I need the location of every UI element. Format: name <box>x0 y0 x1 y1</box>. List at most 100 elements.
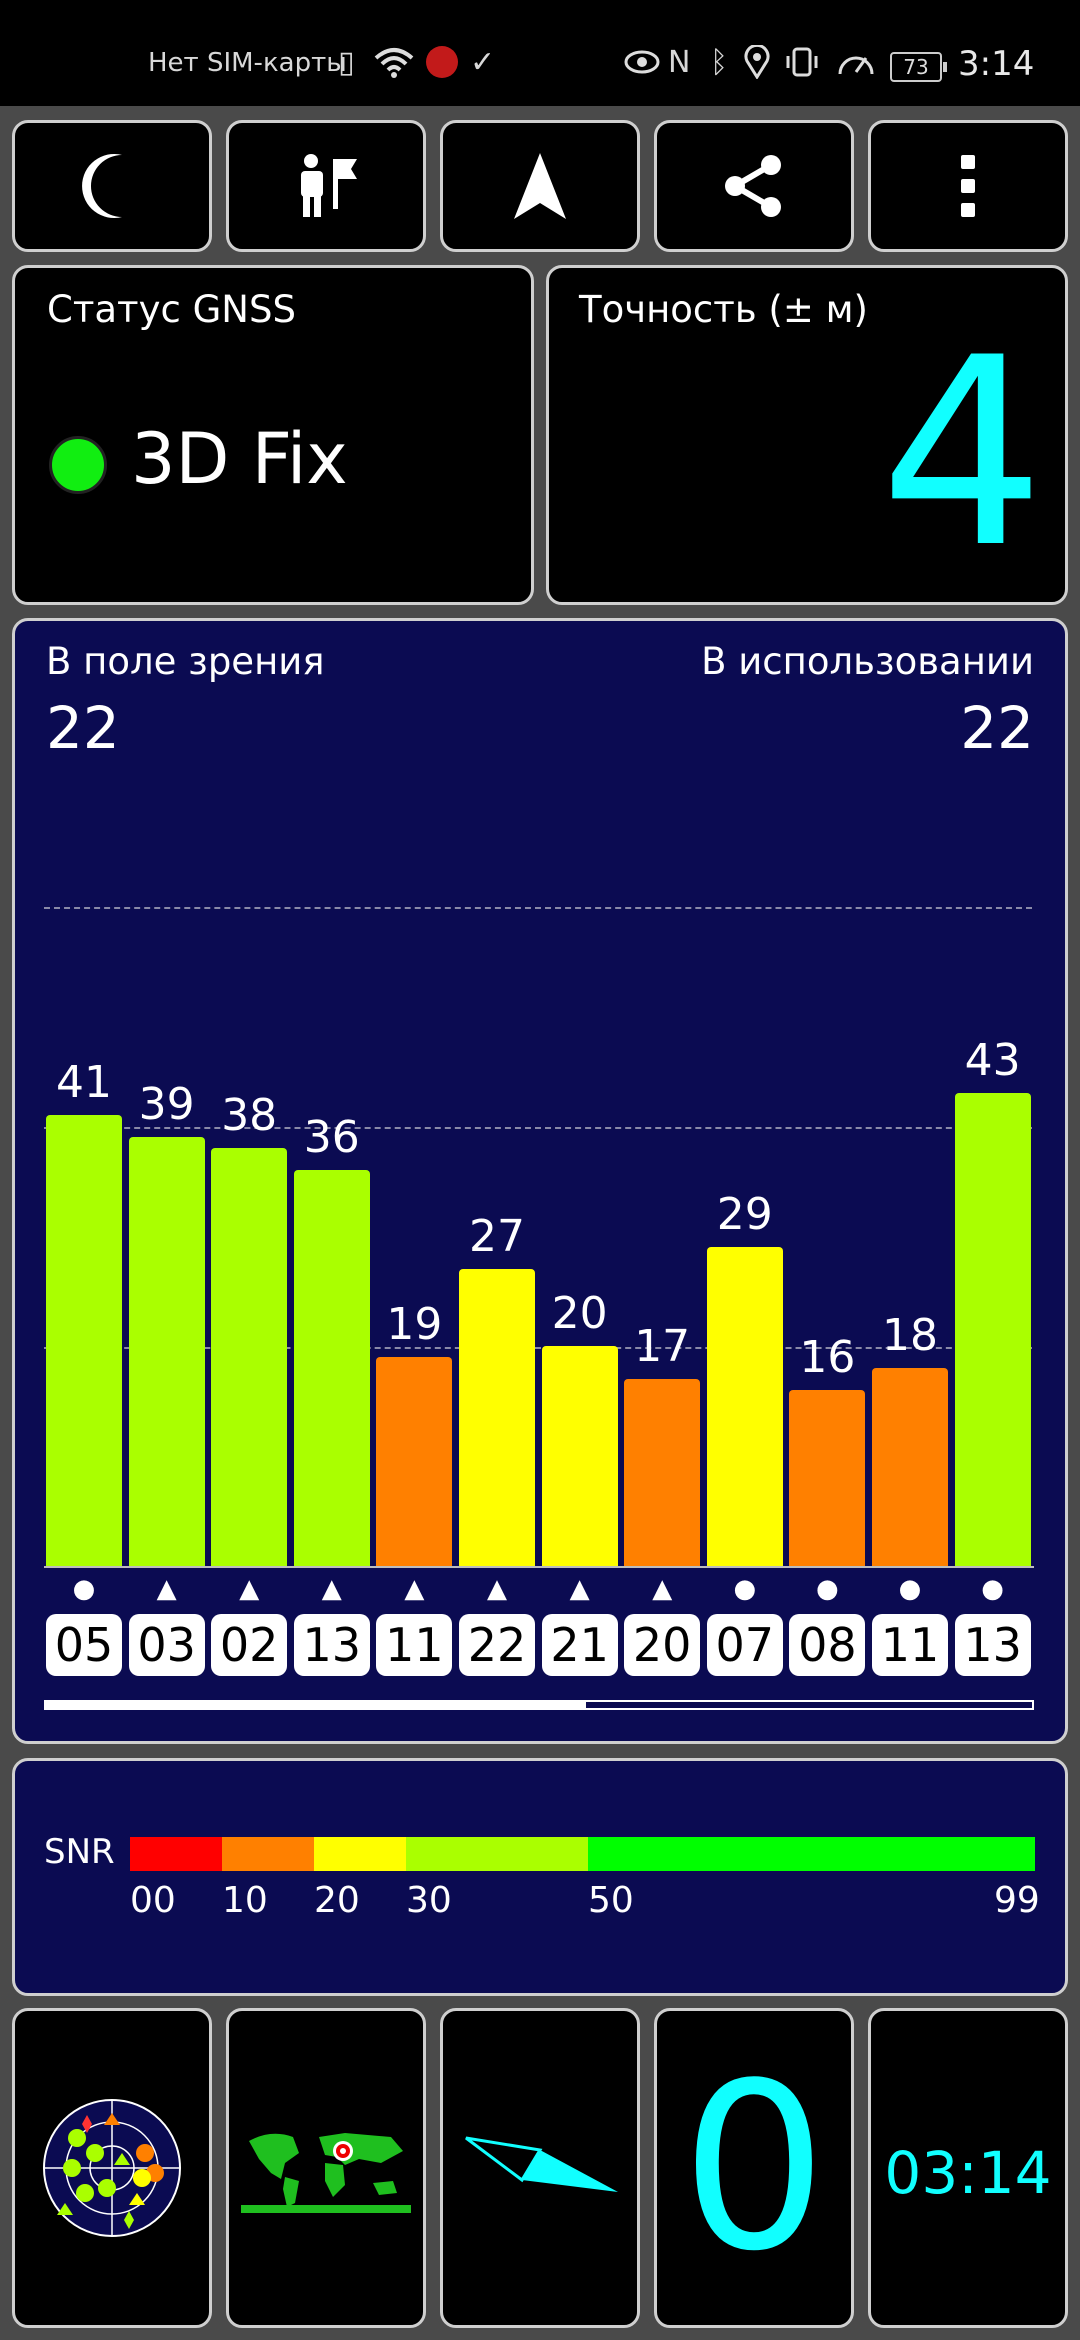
satellite-prn-label: 13 <box>293 1614 370 1676</box>
snr-bar <box>624 1379 701 1566</box>
accuracy-title: Точность (± м) <box>579 288 868 331</box>
location-icon <box>744 44 770 80</box>
snr-bar <box>789 1390 866 1566</box>
speed-value: 0 <box>680 2035 828 2302</box>
share-button[interactable] <box>654 120 854 252</box>
app-notification-icon <box>424 44 460 80</box>
snr-bar-value: 39 <box>138 1079 195 1130</box>
snr-tick-label: 00 <box>130 1880 176 1921</box>
in-use-count: 22 <box>960 694 1034 762</box>
snr-color-segment <box>314 1837 406 1871</box>
vibrate-icon <box>784 44 820 80</box>
snr-bar-value: 20 <box>551 1288 608 1339</box>
gnss-status-panel[interactable]: Статус GNSS 3D Fix <box>12 265 534 605</box>
satellite-prn-label: 07 <box>706 1614 783 1676</box>
wifi-icon <box>374 44 414 80</box>
used-triangle-marker: ▲ <box>404 1574 425 1604</box>
satellite-prn-label: 21 <box>541 1614 618 1676</box>
snr-bar <box>954 1093 1031 1566</box>
snr-legend-panel <box>12 1758 1068 1996</box>
sky-plot-icon <box>43 2099 181 2237</box>
used-circle-marker: ● <box>816 1574 839 1604</box>
fix-status-text: 3D Fix <box>131 418 348 500</box>
accuracy-value: 4 <box>879 303 1045 605</box>
compass-tile[interactable] <box>440 2008 640 2328</box>
snr-tick-label: 99 <box>994 1880 1040 1921</box>
accuracy-panel[interactable]: Точность (± м) 4 <box>546 265 1068 605</box>
snr-tick-label: 50 <box>588 1880 634 1921</box>
snr-color-segment <box>588 1837 1035 1871</box>
satellite-prn-label: 02 <box>211 1614 288 1676</box>
in-view-label: В поле зрения <box>46 640 325 683</box>
satellite-prn-label: 03 <box>128 1614 205 1676</box>
compass-needle-icon <box>465 2136 618 2192</box>
used-triangle-marker: ▲ <box>156 1574 177 1604</box>
satellite-prn-label: 22 <box>459 1614 535 1676</box>
snr-bar-value: 38 <box>221 1090 278 1141</box>
snr-bar <box>706 1247 783 1566</box>
navigation-button[interactable] <box>440 120 640 252</box>
position-marker-button[interactable] <box>226 120 426 252</box>
used-triangle-marker: ▲ <box>239 1574 260 1604</box>
snr-bar <box>293 1170 370 1566</box>
nfc-icon: N <box>668 44 691 80</box>
snr-bar-value: 18 <box>882 1310 938 1361</box>
snr-tick-label: 10 <box>222 1880 268 1921</box>
satellite-prn-label: 11 <box>376 1614 453 1676</box>
moon-icon <box>82 154 122 218</box>
carrier-text: Нет SIM-карты <box>148 48 347 78</box>
snr-tick-label: 20 <box>314 1880 360 1921</box>
grid-line <box>44 1347 1032 1349</box>
snr-bar <box>211 1148 288 1566</box>
clock-tile[interactable]: 03:14 <box>868 2008 1068 2328</box>
used-triangle-marker: ▲ <box>652 1574 673 1604</box>
in-view-count: 22 <box>46 694 120 762</box>
snr-bar <box>128 1137 205 1566</box>
clock: 3:14 <box>958 44 1035 84</box>
battery-icon: 73 <box>890 52 947 82</box>
snr-color-segment <box>406 1837 588 1871</box>
sim-alert-icon: ▯ <box>338 44 355 80</box>
used-triangle-marker: ▲ <box>487 1574 507 1604</box>
snr-color-segment <box>130 1837 222 1871</box>
chart-scrollbar[interactable] <box>44 1700 1034 1710</box>
chart-scrollbar-thumb[interactable] <box>46 1702 586 1708</box>
satellite-prn-label: 11 <box>872 1614 948 1676</box>
snr-bar <box>46 1115 122 1566</box>
speed-gauge-icon <box>836 44 876 80</box>
map-tile[interactable] <box>226 2008 426 2328</box>
snr-bar-value: 36 <box>303 1112 360 1163</box>
used-circle-marker: ● <box>733 1574 757 1604</box>
bluetooth-icon: ᛒ <box>710 44 728 80</box>
snr-bar <box>872 1368 948 1566</box>
navigation-arrow-icon <box>514 153 566 219</box>
person-flag-icon <box>301 154 357 217</box>
snr-bar <box>459 1269 535 1566</box>
fix-indicator-dot <box>49 436 107 494</box>
snr-color-segment <box>222 1837 314 1871</box>
snr-bar-value: 19 <box>386 1299 443 1350</box>
status-bar: Нет SIM-карты ▯ ✓ N ᛒ 73 3:14 <box>0 0 1080 106</box>
world-map-icon <box>241 2123 411 2213</box>
snr-bar-value: 29 <box>716 1189 773 1240</box>
satellite-prn-label: 20 <box>624 1614 701 1676</box>
check-flag-icon: ✓ <box>470 44 496 80</box>
snr-bar-value: 41 <box>56 1057 112 1108</box>
speed-tile[interactable]: 0 <box>654 2008 854 2328</box>
satellite-prn-label: 05 <box>46 1614 122 1676</box>
snr-bar-value: 43 <box>964 1035 1021 1086</box>
night-mode-button[interactable] <box>12 120 212 252</box>
used-circle-marker: ● <box>898 1574 922 1604</box>
snr-label: SNR <box>44 1832 115 1872</box>
snr-bar-value: 27 <box>469 1211 525 1262</box>
in-use-label: В использовании <box>701 640 1034 683</box>
more-vertical-icon <box>961 155 975 217</box>
snr-tick-label: 30 <box>406 1880 452 1921</box>
satellite-prn-label: 13 <box>954 1614 1031 1676</box>
gnss-status-title: Статус GNSS <box>47 288 296 331</box>
sky-view-tile[interactable] <box>12 2008 212 2328</box>
more-menu-button[interactable] <box>868 120 1068 252</box>
clock-value: 03:14 <box>884 2139 1052 2207</box>
eye-icon <box>624 44 660 80</box>
used-circle-marker: ● <box>981 1574 1004 1604</box>
